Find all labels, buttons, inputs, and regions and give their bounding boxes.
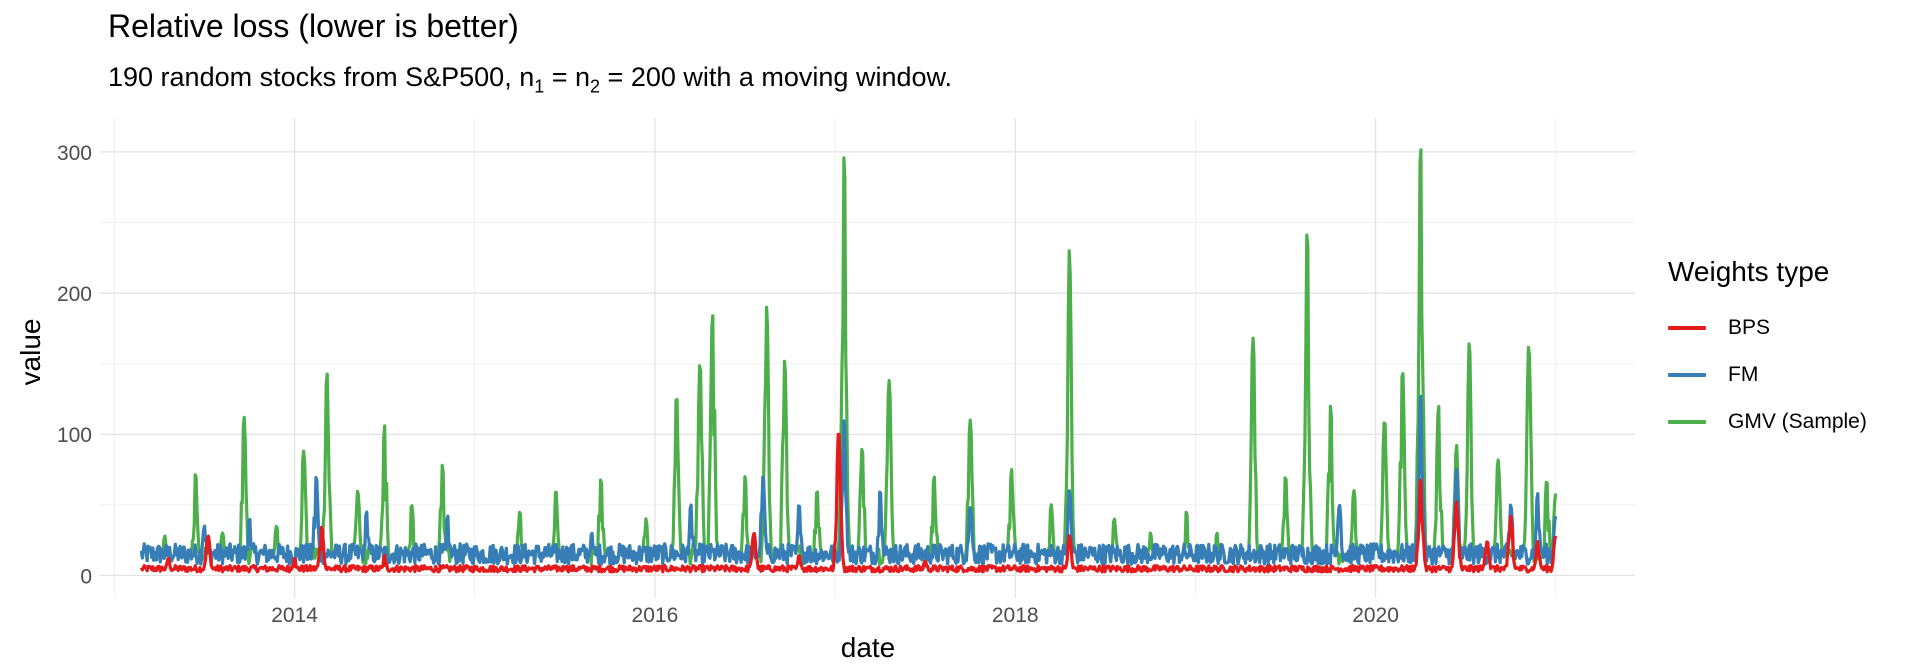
legend-swatch [1668, 420, 1706, 424]
y-tick-label: 0 [80, 565, 92, 588]
legend-item: FM [1668, 351, 1867, 398]
y-tick-label: 100 [57, 424, 92, 447]
legend-title: Weights type [1668, 256, 1867, 288]
legend-item: GMV (Sample) [1668, 398, 1867, 445]
series-line-gmv-sample [141, 150, 1555, 564]
legend-label: FM [1728, 363, 1758, 387]
y-tick-label: 200 [57, 283, 92, 306]
x-axis-ticks: 2014 2016 2018 2020 [271, 604, 1399, 627]
x-axis-label: date [841, 632, 896, 663]
y-axis-label: value [15, 319, 46, 386]
legend-swatch [1668, 373, 1706, 377]
x-tick-label: 2016 [632, 604, 679, 627]
legend-swatch [1668, 326, 1706, 330]
series-layer [141, 150, 1555, 572]
legend-label: GMV (Sample) [1728, 410, 1867, 434]
x-tick-label: 2014 [271, 604, 318, 627]
legend: Weights type BPS FM GMV (Sample) [1668, 256, 1867, 445]
legend-item: BPS [1668, 304, 1867, 351]
legend-label: BPS [1728, 316, 1770, 340]
y-tick-label: 300 [57, 142, 92, 165]
x-tick-label: 2018 [992, 604, 1039, 627]
y-axis-ticks: 0 100 200 300 [57, 142, 92, 589]
x-tick-label: 2020 [1352, 604, 1399, 627]
legend-items: BPS FM GMV (Sample) [1668, 304, 1867, 445]
